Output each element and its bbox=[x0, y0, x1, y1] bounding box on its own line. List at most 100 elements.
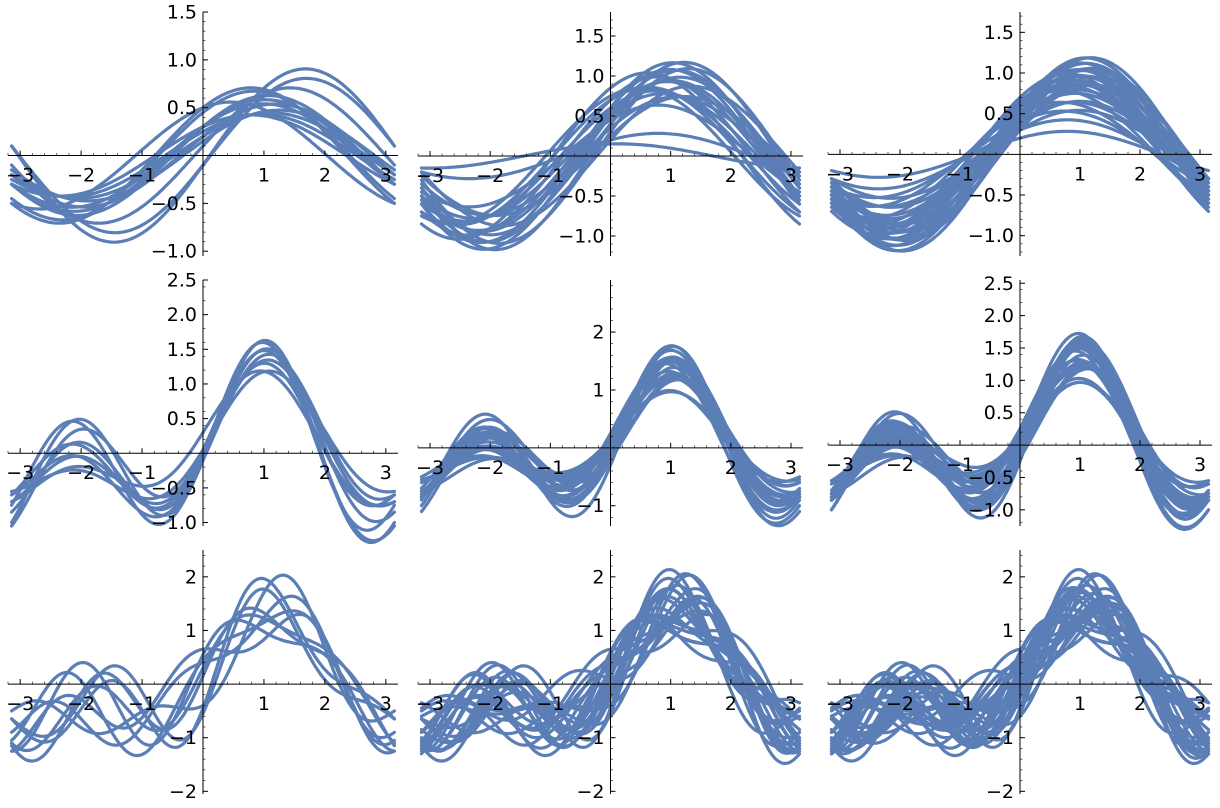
y-tick-label: 1.5 bbox=[984, 22, 1014, 44]
x-tick-label: 3 bbox=[785, 693, 797, 715]
y-tick-label: 1.5 bbox=[167, 339, 197, 361]
x-tick-label: 3 bbox=[380, 693, 392, 715]
y-tick-label: −2 bbox=[576, 781, 604, 803]
y-tick-label: −1.0 bbox=[558, 226, 604, 248]
x-tick-label: −2 bbox=[886, 693, 914, 715]
x-tick-label: 1 bbox=[1074, 454, 1086, 476]
plot-4: −3 −2 −1 1 2 3 −1.0 −0.5 0.5 1.0 1.5 2.0 2.5 bbox=[6, 270, 398, 544]
x-tick-label: 1 bbox=[665, 165, 677, 187]
chart-panel-9: −3 −2 −1 1 2 3 −2 −1 1 2 bbox=[826, 550, 1212, 803]
chart-panel-1: −3 −2 −1 1 2 3 −1.0 −0.5 0.5 1.0 1.5 bbox=[6, 2, 398, 263]
x-tick-label: −2 bbox=[476, 165, 504, 187]
plot-7: −3 −2 −1 1 2 3 −2 −1 1 2 bbox=[6, 550, 398, 803]
chart-panel-4: −3 −2 −1 1 2 3 −1.0 −0.5 0.5 1.0 1.5 2.0 2.5 bbox=[6, 270, 398, 544]
y-tick-label: 1 bbox=[185, 620, 197, 642]
y-tick-label: 1 bbox=[592, 379, 604, 401]
x-tick-label: −1 bbox=[536, 457, 564, 479]
x-tick-label: 1 bbox=[665, 457, 677, 479]
y-tick-label: 0.5 bbox=[167, 97, 197, 119]
x-tick-label: −3 bbox=[826, 693, 854, 715]
chart-panel-3: −3 −2 −1 1 2 3 −1.0 −0.5 0.5 1.0 1.5 bbox=[826, 12, 1212, 256]
x-tick-label: 1 bbox=[1074, 163, 1086, 185]
y-tick-label: 0.5 bbox=[574, 106, 604, 128]
x-tick-label: −1 bbox=[946, 693, 974, 715]
y-tick-label: −0.5 bbox=[968, 467, 1014, 489]
y-tick-label: −0.5 bbox=[968, 185, 1014, 207]
chart-panel-2: −3 −2 −1 1 2 3 −1.0 −0.5 0.5 1.0 1.5 bbox=[416, 12, 803, 256]
x-tick-label: −3 bbox=[416, 457, 444, 479]
x-tick-label: −3 bbox=[416, 693, 444, 715]
x-tick-label: −2 bbox=[476, 693, 504, 715]
y-tick-label: −1.0 bbox=[151, 241, 197, 263]
x-tick-label: 1 bbox=[258, 693, 270, 715]
y-tick-label: −1 bbox=[986, 727, 1014, 749]
plot-3: −3 −2 −1 1 2 3 −1.0 −0.5 0.5 1.0 1.5 bbox=[826, 12, 1212, 256]
y-tick-label: 1.0 bbox=[167, 373, 197, 395]
x-tick-label: −1 bbox=[536, 693, 564, 715]
y-tick-label: −2 bbox=[986, 781, 1014, 803]
y-tick-label: −1.0 bbox=[968, 225, 1014, 247]
y-tick-label: 1 bbox=[1002, 620, 1014, 642]
y-tick-label: 1 bbox=[592, 620, 604, 642]
y-tick-label: 1.0 bbox=[984, 63, 1014, 85]
y-tick-label: −1.0 bbox=[968, 499, 1014, 521]
plot-6: −3 −2 −1 1 2 3 −1.0 −0.5 0.5 1.0 1.5 2.0 2.5 bbox=[826, 273, 1212, 531]
x-tick-label: −2 bbox=[67, 693, 95, 715]
x-tick-label: −1 bbox=[946, 454, 974, 476]
y-tick-label: −1.0 bbox=[151, 512, 197, 534]
x-tick-label: 2 bbox=[725, 165, 737, 187]
x-tick-label: 2 bbox=[1134, 693, 1146, 715]
y-tick-label: 2 bbox=[185, 566, 197, 588]
y-tick-label: 2.5 bbox=[984, 273, 1014, 295]
x-tick-label: 3 bbox=[785, 457, 797, 479]
x-tick-label: −2 bbox=[67, 462, 95, 484]
x-tick-label: 2 bbox=[725, 693, 737, 715]
y-tick-label: −1 bbox=[169, 727, 197, 749]
x-tick-label: −1 bbox=[128, 693, 156, 715]
x-tick-label: 2 bbox=[1134, 163, 1146, 185]
y-tick-label: 1.5 bbox=[167, 2, 197, 24]
x-tick-label: −3 bbox=[6, 165, 34, 187]
x-tick-label: −3 bbox=[6, 462, 34, 484]
x-tick-label: 2 bbox=[725, 457, 737, 479]
y-tick-label: 2.0 bbox=[984, 305, 1014, 327]
y-tick-label: 1.5 bbox=[574, 26, 604, 48]
x-tick-label: 1 bbox=[1074, 693, 1086, 715]
x-tick-label: −3 bbox=[6, 693, 34, 715]
y-tick-label: 2 bbox=[592, 322, 604, 344]
x-tick-label: 1 bbox=[258, 462, 270, 484]
plot-8: −3 −2 −1 1 2 3 −2 −1 1 2 bbox=[416, 550, 803, 803]
x-tick-label: −1 bbox=[128, 462, 156, 484]
y-tick-label: 0.5 bbox=[984, 103, 1014, 125]
chart-panel-5: −3 −2 −1 1 2 3 −1 1 2 bbox=[416, 280, 803, 528]
y-tick-label: −0.5 bbox=[151, 193, 197, 215]
x-tick-label: −2 bbox=[67, 165, 95, 187]
x-tick-label: 3 bbox=[785, 165, 797, 187]
y-tick-label: −0.5 bbox=[558, 186, 604, 208]
x-tick-label: 2 bbox=[319, 165, 331, 187]
y-tick-label: 0.5 bbox=[984, 402, 1014, 424]
plot-5: −3 −2 −1 1 2 3 −1 1 2 bbox=[416, 280, 803, 528]
plot-2: −3 −2 −1 1 2 3 −1.0 −0.5 0.5 1.0 1.5 bbox=[416, 12, 803, 256]
x-tick-label: 1 bbox=[258, 165, 270, 187]
chart-panel-8: −3 −2 −1 1 2 3 −2 −1 1 2 bbox=[416, 550, 803, 803]
x-tick-label: −2 bbox=[886, 454, 914, 476]
y-tick-label: 2.0 bbox=[167, 304, 197, 326]
x-tick-label: 3 bbox=[380, 165, 392, 187]
x-tick-label: 3 bbox=[1194, 454, 1206, 476]
chart-panel-7: −3 −2 −1 1 2 3 −2 −1 1 2 bbox=[6, 550, 398, 803]
x-tick-label: 2 bbox=[319, 693, 331, 715]
x-tick-label: −2 bbox=[476, 457, 504, 479]
y-tick-label: 0.5 bbox=[167, 408, 197, 430]
y-tick-label: 2.5 bbox=[167, 270, 197, 292]
x-tick-label: −3 bbox=[416, 165, 444, 187]
x-tick-label: −1 bbox=[946, 163, 974, 185]
y-tick-label: 1.0 bbox=[984, 370, 1014, 392]
y-tick-label: −1 bbox=[576, 727, 604, 749]
y-tick-label: −1 bbox=[576, 495, 604, 517]
y-tick-label: 2 bbox=[1002, 566, 1014, 588]
plot-1: −3 −2 −1 1 2 3 −1.0 −0.5 0.5 1.0 1.5 bbox=[6, 2, 398, 263]
x-tick-label: −1 bbox=[128, 165, 156, 187]
x-tick-label: 1 bbox=[665, 693, 677, 715]
